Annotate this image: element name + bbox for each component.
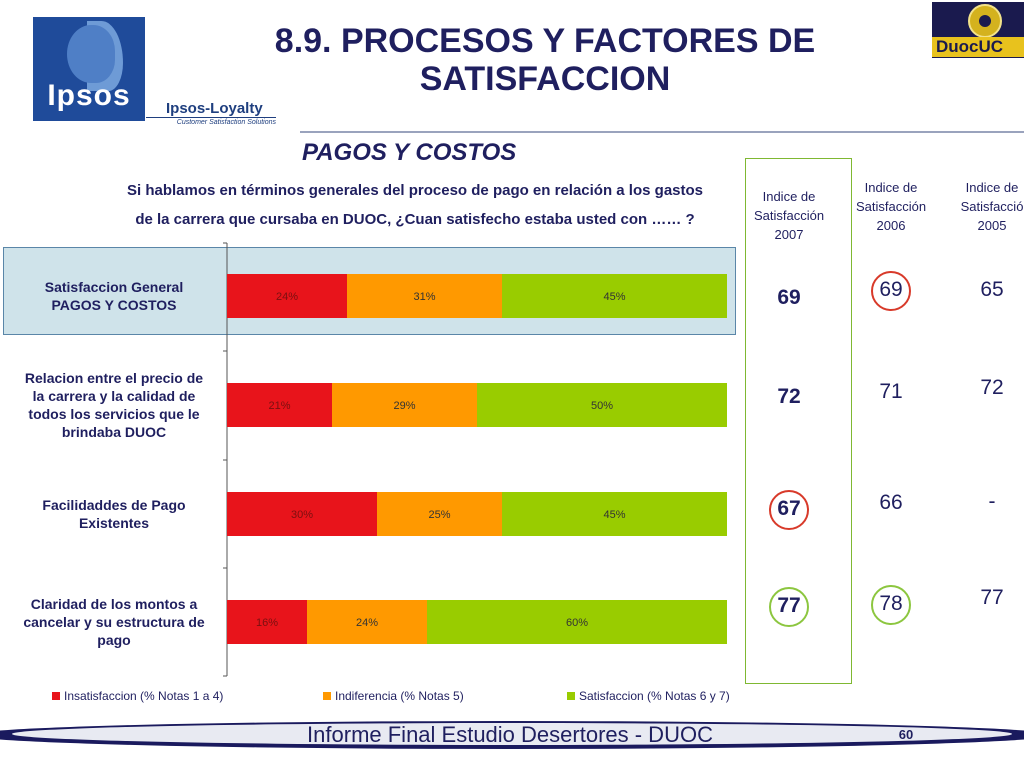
index-column-header: Indice de Satisfacció 2005 [942,178,1024,235]
legend-swatch [52,692,60,700]
legend-label: Indiferencia (% Notas 5) [335,689,464,703]
bar-data-label: 24% [276,291,298,303]
category-label-line: cancelar y su estructura de [23,614,205,630]
bar-segment [427,600,727,644]
slide-title: 8.9. PROCESOS Y FACTORES DE SATISFACCION [250,22,840,98]
duoc-logo: DuocUC [932,2,1024,58]
bar-data-label: 60% [566,617,588,629]
slide-title-line2: SATISFACCION [419,60,671,98]
category-label: Claridad de los montos a cancelar y su es… [12,595,216,649]
bar-segment [502,274,727,318]
slide-title-line1: 8.9. PROCESOS Y FACTORES DE [274,22,816,60]
index-value: 77 [980,586,1004,609]
ipsos-loyalty-name: Ipsos-Loyalty [166,100,263,117]
category-label-line: brindaba DUOC [61,424,167,440]
bar-data-label: 24% [356,617,378,629]
index-value: 65 [980,278,1004,301]
bar-segment [307,600,427,644]
bar-data-label: 30% [291,509,313,521]
bar-segment [502,492,727,536]
legend-swatch [567,692,575,700]
index-value: 67 [777,497,801,520]
category-label: Satisfaccion General PAGOS Y COSTOS [12,278,216,314]
index-value: - [988,490,996,513]
ipsos-logo-text: Ipsos [47,79,131,112]
index-column-header-line: Indice de [965,180,1019,195]
bar-segment [332,383,477,427]
page-number: 60 [898,727,914,742]
legend-item: Satisfaccion (% Notas 6 y 7) [567,688,730,704]
index-column-header-line: Satisfacción [753,208,825,223]
duoc-logo-text: DuocUC [932,37,1024,57]
section-title: PAGOS Y COSTOS [302,139,517,166]
category-label-line: Satisfaccion General [44,279,184,295]
bar-segment [227,274,347,318]
index-column-header-line: Indice de [762,189,816,204]
highlight-circle [871,585,911,625]
bar-data-label: 45% [603,509,625,521]
legend-item: Insatisfaccion (% Notas 1 a 4) [52,688,223,704]
stacked-bar-chart: 24% 31% 45% 21% 29% 50% 30% 25% 45% 16% 24% 60% [223,242,727,677]
category-label-line: Facilidaddes de Pago [42,497,186,513]
legend-label: Satisfaccion (% Notas 6 y 7) [579,689,730,703]
bar-data-label: 31% [413,291,435,303]
bar-data-label: 16% [256,617,278,629]
index-column-header: Indice de Satisfacción 2007 [739,187,839,244]
legend-item: Indiferencia (% Notas 5) [323,688,464,704]
bar-segment [477,383,727,427]
index-column-header-line: 2006 [876,218,906,233]
category-label-line: la carrera y la calidad de [32,388,196,404]
survey-question-line2: de la carrera que cursaba en DUOC, ¿Cuan… [135,211,695,228]
index-value: 69 [777,286,801,309]
footer-band [0,721,1024,749]
category-label-line: pago [97,632,131,648]
bar-segment [377,492,502,536]
category-label-line: Existentes [78,515,150,531]
index-value: 66 [879,491,903,514]
category-label: Relacion entre el precio de la carrera y … [12,369,216,441]
bar-segment [227,383,332,427]
index-value: 69 [879,278,903,301]
survey-question: Si hablamos en términos generales del pr… [70,176,760,234]
index-value: 71 [879,380,903,403]
index-column-header-line: Indice de [864,180,918,195]
index-column-header: Indice de Satisfacción 2006 [841,178,941,235]
survey-question-line1: Si hablamos en términos generales del pr… [126,182,703,199]
index-value: 77 [777,594,801,617]
logo-head-shape [67,25,115,83]
bar-segment [227,600,307,644]
index-value: 78 [879,592,903,615]
highlight-circle [769,587,809,627]
index-value: 72 [777,385,801,408]
ipsos-logo: Ipsos [33,17,145,121]
bar-data-label: 29% [393,400,415,412]
index-column-header-line: Satisfacción [855,199,927,214]
bar-data-label: 50% [591,400,613,412]
legend-swatch [323,692,331,700]
index-value: 72 [980,376,1004,399]
category-label: Facilidaddes de Pago Existentes [12,496,216,532]
category-label-line: todos los servicios que le [28,406,200,422]
bar-segment [227,492,377,536]
bar-data-label: 25% [428,509,450,521]
highlight-circle [769,490,809,530]
index-column-header-line: 2005 [977,218,1007,233]
category-label-line: Claridad de los montos a [30,596,198,612]
ipsos-loyalty-tagline: Customer Satisfaction Solutions [146,117,276,126]
category-label-line: PAGOS Y COSTOS [51,297,177,313]
bar-segment [347,274,502,318]
highlight-circle [871,271,911,311]
index-column-header-line: 2007 [774,227,804,242]
bar-data-label: 21% [268,400,290,412]
legend-label: Insatisfaccion (% Notas 1 a 4) [64,689,224,703]
duoc-emblem-icon [968,4,1002,38]
footer-text: Informe Final Estudio Desertores - DUOC [307,722,713,747]
category-label-line: Relacion entre el precio de [24,370,204,386]
index-column-header-line: Satisfacció [960,199,1024,214]
title-divider [300,131,1024,133]
bar-data-label: 45% [603,291,625,303]
